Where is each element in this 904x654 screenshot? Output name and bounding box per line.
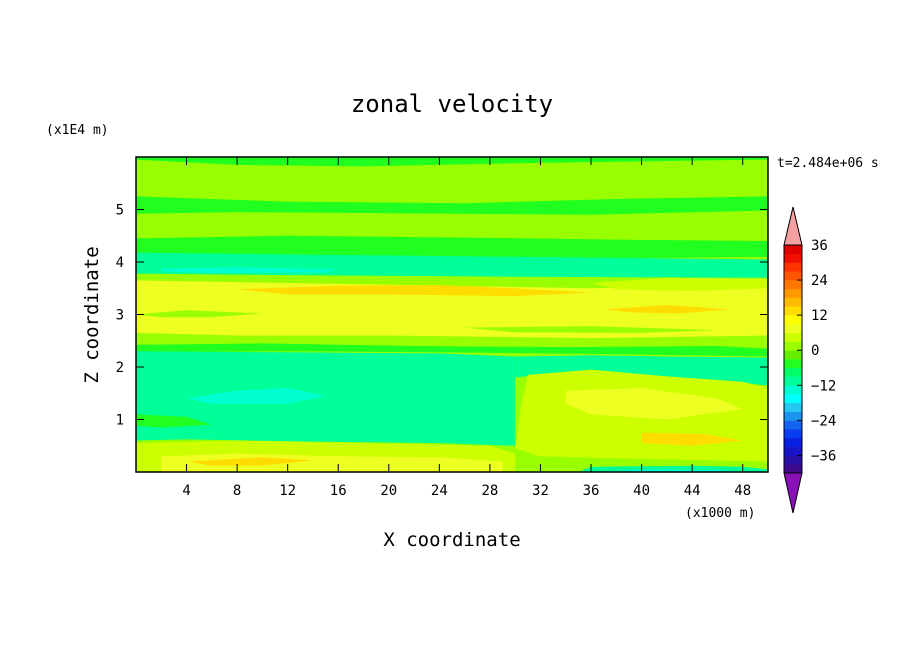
colorbar-tick-label: 36 <box>811 238 828 254</box>
colorbar-swatch <box>784 288 802 298</box>
contour-region-13 <box>136 351 516 446</box>
colorbar-swatch <box>784 271 802 281</box>
x-tick-label: 40 <box>633 483 650 499</box>
x-tick-label: 12 <box>279 483 296 499</box>
colorbar: 36 24 12 0 −12 −24 −36 <box>783 206 836 514</box>
x-tick-label: 44 <box>684 483 701 499</box>
y-axis-label: Z coordinate <box>81 246 103 383</box>
contour-region-16 <box>136 414 212 428</box>
x-tick-label: 28 <box>481 483 498 499</box>
x-tick-label: 48 <box>734 483 751 499</box>
x-axis-label: X coordinate <box>383 529 520 551</box>
time-label: t=2.484e+06 s <box>777 156 879 171</box>
plot-frame <box>135 156 769 473</box>
colorbar-swatch <box>784 420 802 430</box>
colorbar-over-arrow <box>783 206 803 246</box>
y-tick-label: 2 <box>116 360 124 376</box>
colorbar-tick-label: −36 <box>811 448 836 464</box>
x-tick-label: 36 <box>583 483 600 499</box>
contour-region-1 <box>136 157 768 167</box>
contour-region-5 <box>161 267 339 273</box>
contour-region-22 <box>186 457 313 466</box>
contour-fill <box>136 157 768 472</box>
contour-region-11 <box>464 326 718 333</box>
colorbar-tick-label: −24 <box>811 413 836 429</box>
colorbar-swatch <box>784 280 802 290</box>
contour-region-2 <box>136 196 768 215</box>
colorbar-swatch <box>784 437 802 447</box>
y-tick-label: 3 <box>116 308 124 324</box>
y-tick-label: 1 <box>116 413 124 429</box>
colorbar-swatch <box>784 464 802 474</box>
x-tick-label: 24 <box>431 483 448 499</box>
colorbar-tick-label: 0 <box>811 343 819 359</box>
x-unit-label: (x1000 m) <box>685 506 755 521</box>
colorbar-swatch <box>784 350 802 360</box>
x-tick-label: 4 <box>182 483 190 499</box>
contour-region-8 <box>603 305 731 314</box>
colorbar-swatch <box>784 394 802 404</box>
contour-region-10 <box>136 310 263 318</box>
contour-region-6 <box>136 280 768 339</box>
colorbar-swatch <box>784 253 802 263</box>
colorbar-tick-label: 12 <box>811 308 828 324</box>
y-tick-label: 4 <box>116 255 124 271</box>
colorbar-swatch <box>784 359 802 369</box>
colorbar-swatch <box>784 385 802 395</box>
colorbar-swatch <box>784 455 802 465</box>
x-tick-label: 20 <box>380 483 397 499</box>
contour-region-15 <box>186 388 326 404</box>
colorbar-swatch <box>784 429 802 439</box>
colorbar-swatch <box>784 446 802 456</box>
colorbar-swatch <box>784 297 802 307</box>
contour-region-3 <box>136 235 768 260</box>
chart-title: zonal velocity <box>351 90 553 118</box>
x-tick-label: 16 <box>330 483 347 499</box>
colorbar-under-arrow <box>783 472 803 514</box>
colorbar-frame <box>783 244 803 474</box>
colorbar-tick-label: 24 <box>811 273 828 289</box>
colorbar-swatch <box>784 332 802 342</box>
colorbar-swatch <box>784 376 802 386</box>
colorbar-swatch <box>784 323 802 333</box>
colorbar-swatch <box>784 245 802 255</box>
contour-region-7 <box>237 285 591 297</box>
colorbar-swatch <box>784 411 802 421</box>
colorbar-swatch <box>784 402 802 412</box>
y-unit-label: (x1E4 m) <box>46 123 109 138</box>
colorbar-swatch <box>784 262 802 272</box>
y-tick-label: 5 <box>116 203 124 219</box>
contour-region-18 <box>565 388 743 420</box>
colorbar-swatch <box>784 367 802 377</box>
contour-region-19 <box>641 432 743 446</box>
colorbar-tick-label: −12 <box>811 378 836 394</box>
contour-region-9 <box>591 277 768 291</box>
x-tick-label: 32 <box>532 483 549 499</box>
colorbar-swatch <box>784 341 802 351</box>
colorbar-swatch <box>784 306 802 316</box>
contour-region-14 <box>515 355 768 386</box>
colorbar-swatch <box>784 315 802 325</box>
contour-region-12 <box>136 343 768 357</box>
x-tick-label: 8 <box>233 483 241 499</box>
